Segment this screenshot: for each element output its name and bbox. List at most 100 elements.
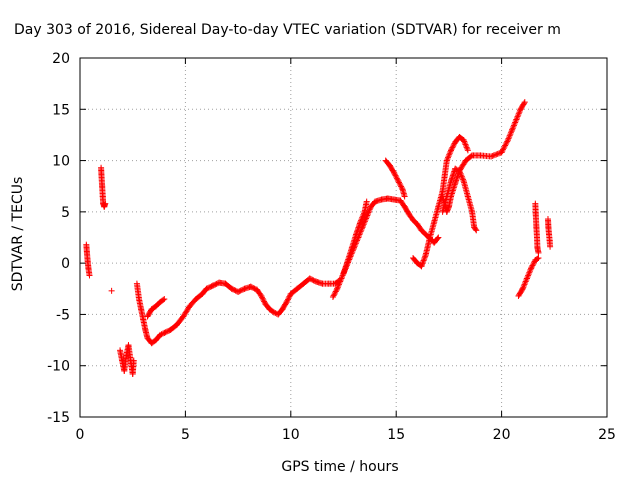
data-point [212, 281, 219, 288]
y-tick-label: -15 [47, 410, 70, 426]
data-point [445, 205, 452, 212]
data-point [357, 219, 364, 226]
data-point [520, 282, 527, 289]
data-point [284, 297, 291, 304]
y-tick-label: 0 [61, 256, 70, 272]
data-point [365, 209, 372, 216]
data-point [513, 115, 520, 122]
data-point [157, 331, 164, 338]
data-point [337, 276, 344, 283]
data-point [530, 259, 537, 266]
data-point [535, 249, 542, 256]
data-point [516, 109, 523, 116]
data-point [86, 272, 93, 279]
data-point [495, 150, 502, 157]
data-point [500, 146, 507, 153]
data-point [418, 263, 425, 270]
data-point [506, 134, 513, 141]
data-point [286, 293, 293, 300]
data-point [228, 285, 235, 292]
data-point [513, 116, 520, 123]
data-point [398, 184, 405, 191]
data-point [489, 152, 496, 159]
data-point [247, 283, 254, 290]
y-tick-labels: -15 -10 -5 0 5 10 15 20 [47, 51, 70, 426]
data-point [473, 227, 480, 234]
data-point [392, 172, 399, 179]
data-point [230, 286, 237, 293]
data-point [459, 175, 466, 182]
data-point [282, 300, 289, 307]
x-tick-label: 25 [598, 427, 616, 443]
data-point [361, 218, 368, 225]
x-tick-label: 0 [76, 427, 85, 443]
data-point [396, 180, 403, 187]
data-point [231, 287, 238, 294]
data-point [206, 284, 213, 291]
data-point [130, 357, 137, 364]
data-point [419, 261, 426, 268]
data-point [396, 179, 403, 186]
data-point [444, 206, 451, 213]
data-point [258, 294, 265, 301]
data-point [519, 285, 526, 292]
data-point [213, 280, 220, 287]
data-point [363, 215, 370, 222]
data-point [450, 141, 457, 148]
data-point [422, 253, 429, 260]
y-tick-label: 20 [52, 51, 70, 67]
data-point [464, 145, 471, 152]
data-point [444, 156, 451, 163]
data-point [421, 256, 428, 263]
data-point [507, 129, 514, 136]
data-point [514, 113, 521, 120]
data-point [159, 330, 166, 337]
data-point [518, 286, 525, 293]
data-point [522, 278, 529, 285]
data-point [283, 299, 290, 306]
data-point [333, 287, 340, 294]
data-point [526, 268, 533, 275]
data-point [503, 139, 510, 146]
data-point [443, 208, 450, 215]
chart-title: Day 303 of 2016, Sidereal Day-to-day VTE… [14, 22, 561, 38]
data-point [528, 263, 535, 270]
data-point [309, 276, 316, 283]
y-tick-label: 5 [61, 205, 70, 221]
data-point [335, 281, 342, 288]
data-point [530, 261, 537, 268]
data-point [162, 329, 169, 336]
data-point [529, 262, 536, 269]
data-point [512, 118, 519, 125]
data-point [515, 112, 522, 119]
data-point [390, 168, 397, 175]
data-point [102, 200, 109, 207]
data-point [337, 278, 344, 285]
data-point [521, 281, 528, 288]
data-point [493, 151, 500, 158]
axis-ticks [79, 57, 608, 418]
data-point [332, 288, 339, 295]
data-point [507, 131, 514, 138]
data-point [460, 176, 467, 183]
data-point [393, 175, 400, 182]
data-point [462, 141, 469, 148]
data-point [360, 211, 367, 218]
data-point [158, 331, 165, 338]
data-point [209, 282, 216, 289]
x-tick-label: 5 [181, 427, 190, 443]
grid-lines [80, 58, 607, 417]
data-point [525, 272, 532, 279]
data-point [445, 153, 452, 160]
data-point [285, 295, 292, 302]
data-point [270, 309, 277, 316]
data-point [338, 274, 345, 281]
data-points [83, 99, 554, 377]
data-point [391, 171, 398, 178]
y-tick-label: 15 [52, 102, 70, 118]
data-point [447, 148, 454, 155]
data-point [363, 213, 370, 220]
data-point [232, 287, 239, 294]
data-point [500, 145, 507, 152]
